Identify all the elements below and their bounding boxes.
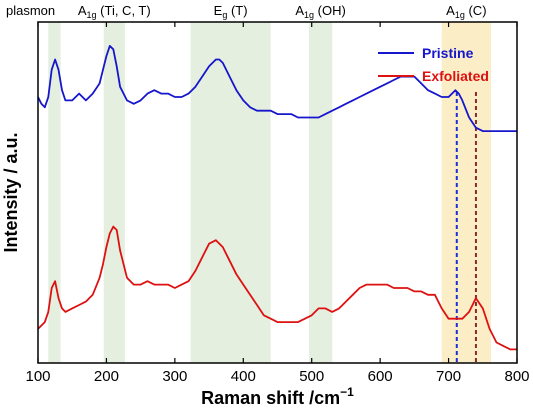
x-axis-label-superscript: −1 (340, 385, 354, 399)
band-label-sub: 1g (455, 10, 465, 20)
x-axis-label: Raman shift /cm−1 (201, 385, 354, 408)
x-axis-label-main: Raman shift /cm (201, 388, 340, 408)
band-3 (308, 22, 333, 363)
x-axis-ticks: 100 200 300 400 500 600 700 800 (25, 22, 530, 385)
x-tick-label: 400 (231, 368, 256, 385)
band-label-rest: (Ti, C, T) (97, 3, 151, 18)
band-0 (48, 22, 61, 363)
series-line-pristine (37, 45, 517, 133)
band-label-sub: 1g (304, 10, 314, 20)
x-tick-label: 700 (436, 368, 461, 385)
x-tick-label: 200 (94, 368, 119, 385)
band-label-3: A1g (OH) (295, 3, 345, 20)
band-label-1: A1g (Ti, C, T) (78, 3, 151, 20)
band-label-main: A (78, 3, 87, 18)
band-label-0: plasmon (6, 3, 55, 18)
legend-label-pristine: Pristine (422, 45, 474, 61)
legend: Pristine Exfoliated (378, 45, 489, 84)
x-tick-label: 800 (504, 368, 529, 385)
band-label-main: A (446, 3, 455, 18)
band-label-rest: (OH) (314, 3, 346, 18)
band-label-main: A (295, 3, 304, 18)
band-label-sub: 1g (87, 10, 97, 20)
band-label-rest: (C) (465, 3, 487, 18)
band-2 (190, 22, 271, 363)
band-label-main: E (214, 3, 223, 18)
band-1 (103, 22, 125, 363)
plot-frame (37, 21, 518, 364)
band-labels: plasmon A1g (Ti, C, T) Eg (T) A1g (OH) A1g (… (6, 3, 487, 20)
x-tick-label: 300 (162, 368, 187, 385)
band-label-2: Eg (T) (214, 3, 248, 20)
x-tick-label: 100 (25, 368, 50, 385)
x-tick-label: 500 (299, 368, 324, 385)
band-label-4: A1g (C) (446, 3, 486, 20)
y-axis-label: Intensity / a.u. (1, 132, 21, 252)
series-lines (37, 45, 517, 351)
legend-label-exfoliated: Exfoliated (422, 68, 489, 84)
band-4 (441, 22, 491, 363)
band-label-rest: (T) (227, 3, 247, 18)
series-line-exfoliated (37, 225, 517, 351)
band-label-sub: g (222, 10, 227, 20)
x-tick-label: 600 (368, 368, 393, 385)
